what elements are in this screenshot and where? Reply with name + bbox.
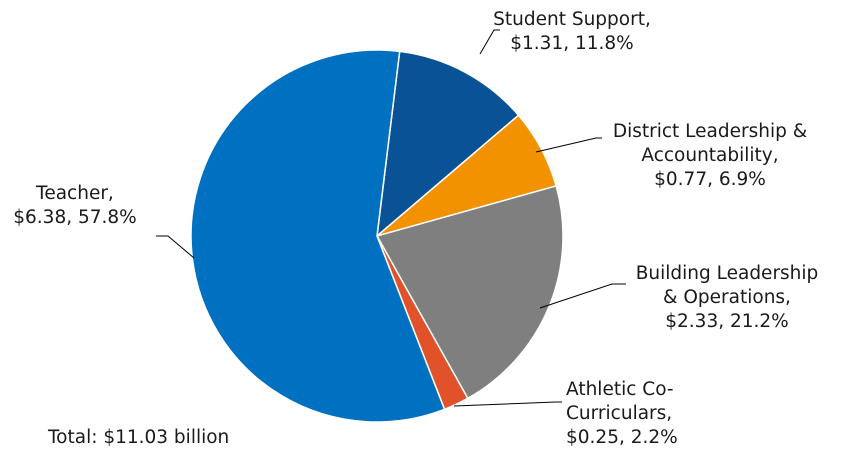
label-line: District Leadership & (612, 121, 808, 142)
label-line: $1.31, 11.8% (510, 33, 634, 54)
label-line: $0.77, 6.9% (654, 169, 766, 190)
label-student-support: Student Support, $1.31, 11.8% (472, 8, 672, 56)
label-line: Curriculars, (566, 403, 673, 424)
label-line: $2.33, 21.2% (665, 311, 789, 332)
slice-student-support (376, 50, 520, 238)
label-district-leadership: District Leadership & Accountability, $0… (590, 120, 830, 192)
label-line: $6.38, 57.8% (13, 207, 137, 228)
leader-athletic-cocurriculars (453, 401, 562, 407)
label-line: Teacher, (36, 183, 114, 204)
leader-teacher (156, 235, 195, 259)
label-line: Student Support, (493, 9, 651, 30)
label-line: Athletic Co- (566, 379, 674, 400)
slice-teacher (190, 49, 446, 423)
label-teacher: Teacher, $6.38, 57.8% (0, 182, 150, 230)
leader-building-leadership (539, 283, 626, 309)
total-note: Total: $11.03 billion (48, 427, 230, 448)
slice-building-leadership (375, 185, 564, 400)
label-building-leadership: Building Leadership & Operations, $2.33,… (612, 262, 842, 334)
label-line: Building Leadership (635, 263, 819, 284)
label-line: $0.25, 2.2% (566, 427, 678, 448)
label-line: & Operations, (663, 287, 791, 308)
label-athletic-cocurriculars: Athletic Co- Curriculars, $0.25, 2.2% (566, 378, 726, 450)
leader-student-support (479, 29, 500, 55)
label-line: Accountability, (641, 145, 779, 166)
leader-district-leadership (535, 137, 602, 153)
